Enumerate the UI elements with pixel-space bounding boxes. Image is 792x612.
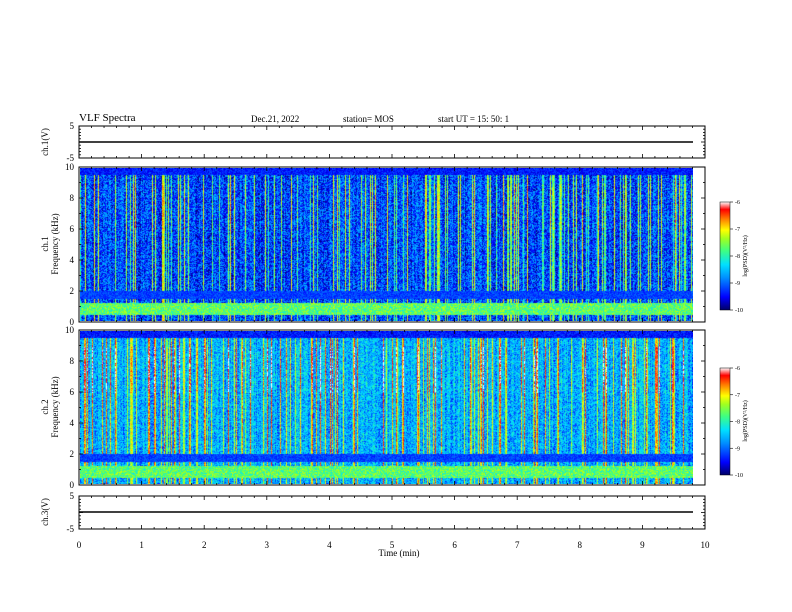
start-time-label: start UT = 15: 50: 1 bbox=[438, 114, 510, 124]
x-tick-label: 2 bbox=[202, 540, 207, 550]
colorbar-tick-label: -9 bbox=[735, 281, 740, 287]
chart-title: VLF Spectra bbox=[79, 112, 136, 124]
station-label: station= MOS bbox=[343, 114, 394, 124]
observation-date: Dec.21, 2022 bbox=[251, 114, 300, 124]
x-tick-label: 5 bbox=[390, 540, 395, 550]
y-tick-label: 4 bbox=[70, 418, 75, 428]
x-tick-label: 0 bbox=[77, 540, 82, 550]
y-tick-label: 5 bbox=[70, 121, 75, 131]
y-tick-label: 6 bbox=[70, 387, 75, 397]
y-tick-label: 0 bbox=[70, 317, 75, 327]
colorbar-tick-label: -6 bbox=[735, 200, 740, 206]
colorbar-tick-label: -8 bbox=[735, 254, 740, 260]
ch1-voltage-ylabel: ch.1(V) bbox=[40, 128, 50, 156]
ch1-spectrogram-ylabel: ch.1 bbox=[40, 236, 50, 251]
y-tick-label: 4 bbox=[70, 255, 75, 265]
colorbar-tick-label: -10 bbox=[735, 473, 743, 479]
ch1-colorbar-label: log(PSD)(V²/Hz) bbox=[742, 235, 749, 276]
colorbar-tick-label: -8 bbox=[735, 420, 740, 426]
y-tick-label: -5 bbox=[67, 153, 75, 163]
ch2-spectrogram-ylabel: ch.2 bbox=[40, 399, 50, 414]
x-tick-label: 3 bbox=[265, 540, 270, 550]
y-tick-label: 8 bbox=[70, 356, 75, 366]
x-tick-label: 6 bbox=[452, 540, 457, 550]
y-tick-label: 5 bbox=[70, 491, 75, 501]
y-tick-label: -5 bbox=[67, 524, 75, 534]
x-tick-label: 7 bbox=[515, 540, 520, 550]
ch1-spectrogram-image bbox=[80, 168, 693, 321]
colorbar-tick-label: -10 bbox=[735, 308, 743, 314]
x-tick-label: 8 bbox=[578, 540, 583, 550]
y-tick-label: 8 bbox=[70, 193, 75, 203]
ch2-spectrogram-image bbox=[80, 331, 693, 484]
y-tick-label: 10 bbox=[65, 325, 75, 335]
ch2-colorbar-label: log(PSD)(V²/Hz) bbox=[742, 400, 749, 441]
y-tick-label: 0 bbox=[70, 480, 75, 490]
y-tick-label: 2 bbox=[70, 286, 75, 296]
ch1-colorbar bbox=[719, 201, 731, 311]
colorbar-tick-label: -7 bbox=[735, 393, 740, 399]
x-tick-label: 9 bbox=[640, 540, 645, 550]
x-tick-label: 10 bbox=[701, 540, 711, 550]
y-tick-label: 10 bbox=[65, 162, 75, 172]
x-tick-label: 1 bbox=[139, 540, 144, 550]
ch2-colorbar bbox=[719, 367, 731, 476]
y-tick-label: 2 bbox=[70, 449, 75, 459]
x-axis-label: Time (min) bbox=[379, 548, 420, 558]
colorbar-tick-label: -9 bbox=[735, 446, 740, 452]
x-tick-label: 4 bbox=[327, 540, 332, 550]
ch2-frequency-ylabel: Frequency (kHz) bbox=[50, 376, 60, 437]
colorbar-tick-label: -7 bbox=[735, 227, 740, 233]
ch3-voltage-ylabel: ch.3(V) bbox=[40, 498, 50, 526]
y-tick-label: 6 bbox=[70, 224, 75, 234]
colorbar-tick-label: -6 bbox=[735, 366, 740, 372]
ch1-frequency-ylabel: Frequency (kHz) bbox=[50, 213, 60, 274]
